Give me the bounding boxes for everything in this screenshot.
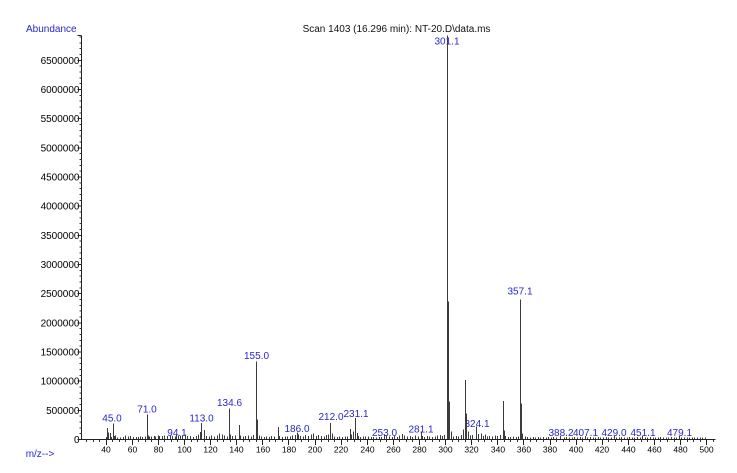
svg-text:2000000: 2000000: [41, 319, 80, 330]
svg-text:45.0: 45.0: [102, 414, 122, 425]
svg-text:40: 40: [101, 444, 111, 454]
svg-text:451.1: 451.1: [630, 428, 655, 439]
svg-text:134.6: 134.6: [217, 398, 242, 409]
svg-text:160: 160: [256, 444, 270, 454]
svg-text:260: 260: [386, 444, 400, 454]
svg-text:5000000: 5000000: [41, 144, 80, 155]
svg-text:220: 220: [334, 444, 348, 454]
svg-text:324.1: 324.1: [464, 419, 489, 430]
svg-text:320: 320: [464, 444, 478, 454]
svg-text:94.1: 94.1: [167, 428, 187, 439]
svg-text:281.1: 281.1: [408, 425, 433, 436]
svg-text:240: 240: [360, 444, 374, 454]
svg-text:0: 0: [74, 435, 80, 446]
svg-text:71.0: 71.0: [137, 405, 157, 416]
svg-text:429.0: 429.0: [601, 428, 626, 439]
svg-text:479.1: 479.1: [667, 428, 692, 439]
svg-text:3000000: 3000000: [41, 260, 80, 271]
svg-text:4000000: 4000000: [41, 202, 80, 213]
svg-text:253.0: 253.0: [372, 428, 397, 439]
svg-text:6000000: 6000000: [41, 85, 80, 96]
svg-text:113.0: 113.0: [189, 414, 214, 425]
svg-text:407.1: 407.1: [573, 428, 598, 439]
svg-text:120: 120: [203, 444, 217, 454]
svg-text:5500000: 5500000: [41, 114, 80, 125]
svg-text:500: 500: [699, 444, 713, 454]
svg-text:Scan 1403 (16.296 min): NT-20.: Scan 1403 (16.296 min): NT-20.D\data.ms: [303, 24, 491, 35]
svg-text:186.0: 186.0: [284, 424, 309, 435]
svg-text:388.2: 388.2: [548, 428, 573, 439]
svg-text:1500000: 1500000: [41, 348, 80, 359]
svg-text:Abundance: Abundance: [26, 24, 77, 35]
svg-text:140: 140: [229, 444, 243, 454]
svg-text:460: 460: [647, 444, 661, 454]
svg-text:360: 360: [517, 444, 531, 454]
svg-text:440: 440: [621, 444, 635, 454]
svg-text:3500000: 3500000: [41, 231, 80, 242]
svg-text:231.1: 231.1: [343, 409, 368, 420]
svg-text:357.1: 357.1: [507, 287, 532, 298]
svg-text:212.0: 212.0: [318, 412, 343, 423]
svg-text:2500000: 2500000: [41, 289, 80, 300]
svg-text:100: 100: [177, 444, 191, 454]
svg-text:180: 180: [282, 444, 296, 454]
svg-text:300: 300: [438, 444, 452, 454]
svg-text:480: 480: [673, 444, 687, 454]
svg-text:400: 400: [569, 444, 583, 454]
svg-text:m/z-->: m/z-->: [26, 449, 55, 460]
svg-text:420: 420: [595, 444, 609, 454]
svg-text:200: 200: [308, 444, 322, 454]
svg-text:155.0: 155.0: [244, 351, 269, 362]
svg-text:1000000: 1000000: [41, 377, 80, 388]
svg-text:60: 60: [128, 444, 138, 454]
svg-text:280: 280: [412, 444, 426, 454]
svg-text:4500000: 4500000: [41, 173, 80, 184]
svg-text:500000: 500000: [46, 406, 80, 417]
svg-text:380: 380: [543, 444, 557, 454]
svg-text:80: 80: [154, 444, 164, 454]
svg-text:6500000: 6500000: [41, 56, 80, 67]
svg-text:340: 340: [491, 444, 505, 454]
